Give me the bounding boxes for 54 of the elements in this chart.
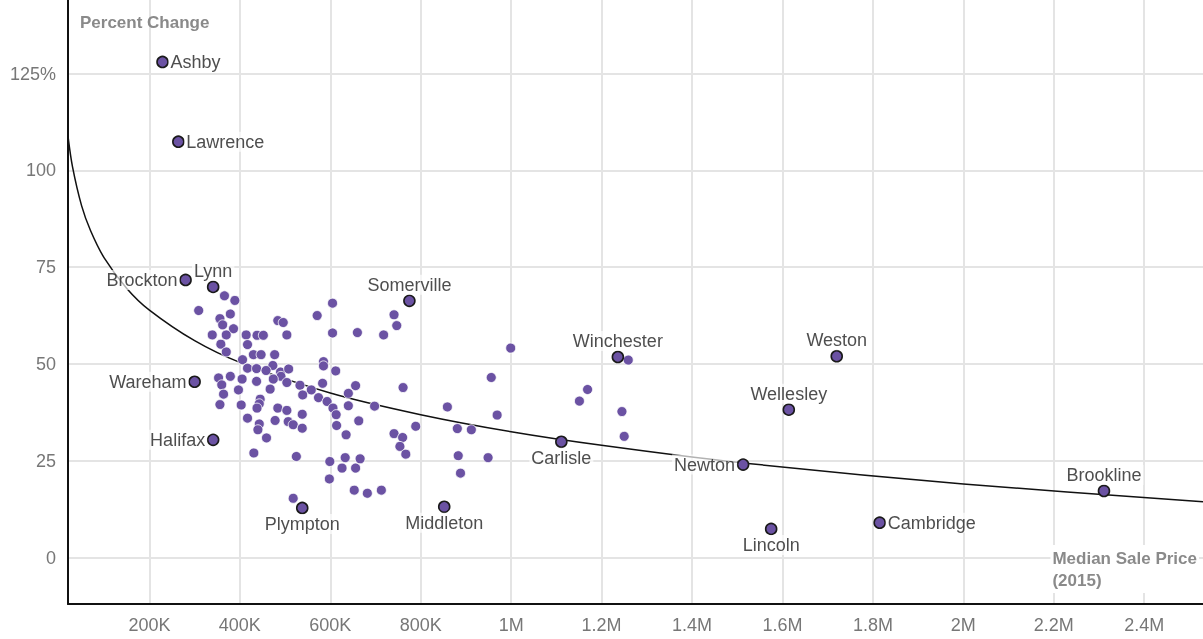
annotation: Newton (674, 454, 736, 475)
annotation: Weston (806, 330, 868, 351)
point (782, 403, 796, 416)
x-tick-label: 1M (498, 615, 524, 635)
y-tick-label: 125% (9, 63, 56, 84)
point (179, 273, 192, 287)
annotation: Brockton (106, 269, 178, 290)
x-tick-label: 800K (399, 615, 442, 635)
annotation: Cambridge (887, 512, 976, 533)
annotation: Lawrence (186, 131, 265, 152)
annotation: Somerville (367, 274, 452, 295)
x-tick-label: 2.4M (1124, 615, 1165, 635)
annotation: Winchester (572, 330, 663, 351)
annotation: Plympton (264, 513, 340, 534)
annotation: Wareham (109, 371, 187, 392)
point (736, 458, 750, 471)
point (188, 375, 201, 389)
y-tick-label: 25 (35, 450, 56, 471)
annotation: Lynn (193, 260, 233, 281)
point (403, 294, 416, 308)
annotation: Wellesley (750, 383, 828, 404)
annotation: Carlisle (531, 447, 592, 468)
point (873, 516, 886, 529)
point (437, 500, 451, 514)
x-tick-label: 400K (218, 615, 261, 635)
point (555, 435, 568, 449)
x-tick-label: 200K (128, 615, 171, 635)
point (830, 349, 844, 363)
annotation: Lincoln (742, 534, 800, 555)
x-axis-title: Median Sale Price (2015) (1052, 548, 1198, 590)
y-tick-label: 0 (45, 547, 56, 568)
y-tick-label: 100 (25, 160, 56, 181)
x-tick-label: 1.4M (672, 615, 713, 635)
x-tick-label: 2M (950, 615, 976, 635)
point (156, 55, 169, 69)
point (206, 433, 220, 447)
y-tick-label: 75 (35, 257, 56, 278)
point (295, 501, 309, 515)
annotation: Halifax (150, 429, 206, 450)
x-tick-label: 600K (309, 615, 352, 635)
x-tick-label: 2.2M (1033, 615, 1074, 635)
point (206, 280, 220, 294)
y-axis-title: Percent Change (80, 13, 210, 32)
annotation: Brookline (1066, 464, 1142, 485)
annotation: Middleton (405, 512, 484, 533)
annotation: Ashby (170, 51, 221, 72)
x-tick-label: 1.2M (581, 615, 622, 635)
point (172, 135, 185, 148)
x-tick-label: 1.8M (852, 615, 893, 635)
y-tick-label: 50 (35, 353, 56, 374)
point (764, 522, 778, 536)
point (1097, 484, 1111, 498)
point (611, 350, 625, 364)
x-tick-label: 1.6M (762, 615, 803, 635)
